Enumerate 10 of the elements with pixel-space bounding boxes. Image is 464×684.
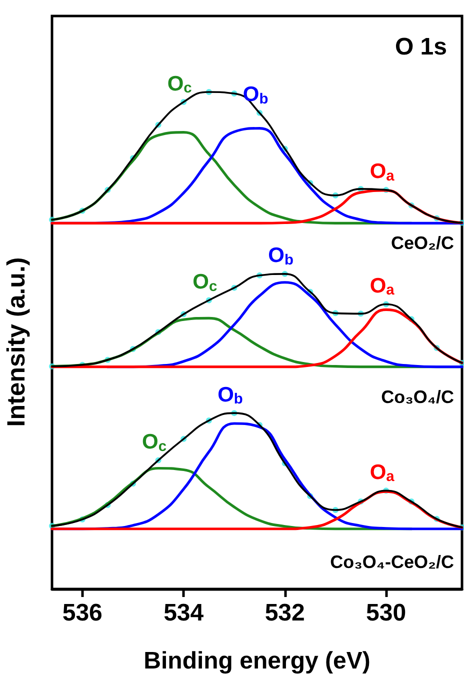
- y-axis-title: Intensity (a.u.): [2, 257, 30, 427]
- x-tick-label: 532: [264, 600, 305, 626]
- chart-title: O 1s: [394, 34, 447, 60]
- annotation: Co₃O₄-CeO₂/C: [330, 552, 454, 572]
- annotation: CeO₂/C: [390, 233, 454, 253]
- x-tick-label: 534: [164, 600, 204, 626]
- x-tick-label: 530: [366, 600, 406, 626]
- x-axis-title: Binding energy (eV): [144, 648, 370, 674]
- annotation: Co₃O₄/C: [381, 387, 454, 407]
- x-tick-label: 536: [62, 600, 102, 626]
